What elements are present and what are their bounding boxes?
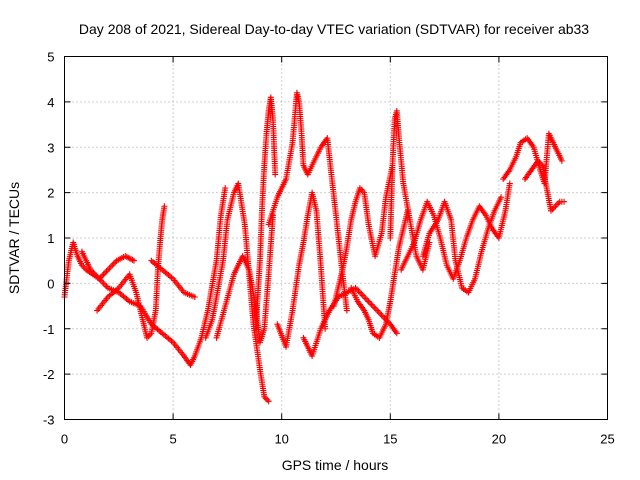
series-arc-12 bbox=[348, 207, 411, 341]
data-point bbox=[222, 185, 229, 192]
data-point bbox=[129, 256, 136, 263]
y-tick-label: 2 bbox=[47, 186, 54, 201]
y-axis-label: SDTVAR / TECUs bbox=[6, 182, 22, 294]
data-point bbox=[555, 200, 562, 207]
data-point bbox=[107, 263, 114, 270]
series-arc-13 bbox=[387, 107, 433, 273]
y-tick-label: 3 bbox=[47, 140, 54, 155]
grid-lines bbox=[64, 56, 608, 420]
data-point bbox=[110, 260, 117, 267]
series-arc-17 bbox=[521, 157, 568, 214]
data-point bbox=[109, 262, 116, 269]
data-point bbox=[506, 180, 513, 187]
data-point bbox=[498, 194, 505, 201]
x-tick-label: 0 bbox=[61, 432, 68, 447]
y-tick-label: -2 bbox=[43, 367, 55, 382]
data-point bbox=[553, 201, 560, 208]
x-tick-label: 5 bbox=[169, 432, 176, 447]
data-point bbox=[104, 266, 111, 273]
series-arc-11 bbox=[330, 162, 396, 310]
data-point bbox=[100, 280, 107, 287]
data-point bbox=[161, 203, 168, 210]
y-tick-label: -3 bbox=[43, 413, 55, 428]
data-point bbox=[364, 297, 371, 304]
data-point bbox=[367, 300, 374, 307]
x-tick-label: 25 bbox=[600, 432, 614, 447]
data-point bbox=[550, 204, 557, 211]
data-point bbox=[393, 330, 400, 337]
chart-title: Day 208 of 2021, Sidereal Day-to-day VTE… bbox=[79, 21, 589, 37]
series-arc-3 bbox=[78, 185, 229, 369]
data-point bbox=[374, 307, 381, 314]
y-tick-label: 0 bbox=[47, 276, 54, 291]
data-point bbox=[558, 157, 565, 164]
data-point bbox=[358, 290, 365, 297]
y-tick-label: 5 bbox=[47, 50, 54, 65]
data-point bbox=[99, 278, 106, 285]
data-point bbox=[191, 293, 198, 300]
data-point bbox=[102, 281, 109, 288]
series-arc-15 bbox=[419, 194, 505, 296]
x-axis-label: GPS time / hours bbox=[282, 457, 389, 473]
data-point bbox=[100, 271, 107, 278]
y-tick-label: 4 bbox=[47, 95, 54, 110]
data-point bbox=[343, 307, 350, 314]
data-point bbox=[361, 293, 368, 300]
data-point bbox=[106, 265, 113, 272]
data-point bbox=[375, 309, 382, 316]
data-point bbox=[378, 312, 385, 319]
series-arc-16 bbox=[500, 130, 565, 187]
data-point bbox=[356, 289, 363, 296]
series-arc-4 bbox=[148, 257, 198, 300]
data-point bbox=[359, 292, 366, 299]
series-arc-9 bbox=[274, 189, 329, 350]
series-arc-1 bbox=[61, 239, 138, 300]
series-arc-14 bbox=[398, 180, 513, 282]
x-tick-label: 10 bbox=[274, 432, 288, 447]
series-arc-7 bbox=[252, 94, 279, 332]
data-point bbox=[103, 268, 110, 275]
data-point bbox=[371, 304, 378, 311]
data-point bbox=[362, 295, 369, 302]
y-tick-label: -1 bbox=[43, 322, 55, 337]
axis-ticks bbox=[64, 56, 608, 420]
data-point bbox=[380, 313, 387, 320]
data-point bbox=[561, 198, 568, 205]
x-tick-label: 20 bbox=[492, 432, 506, 447]
x-tick-label: 15 bbox=[383, 432, 397, 447]
data-point bbox=[272, 171, 279, 178]
y-tick-label: 1 bbox=[47, 231, 54, 246]
data-point bbox=[264, 396, 271, 403]
data-point bbox=[102, 269, 109, 276]
data-point bbox=[365, 298, 372, 305]
data-point bbox=[265, 398, 272, 405]
x-tick-labels: 0 5 10 15 20 25 bbox=[61, 432, 615, 447]
plot-frame bbox=[64, 56, 608, 420]
data-points bbox=[61, 89, 568, 405]
series-arc-6 bbox=[213, 212, 277, 346]
data-point bbox=[368, 301, 375, 308]
data-point bbox=[369, 303, 376, 310]
y-tick-labels: -3 -2 -1 0 1 2 3 4 5 bbox=[43, 50, 55, 428]
data-point bbox=[377, 310, 384, 317]
data-point bbox=[131, 257, 138, 264]
data-point bbox=[372, 306, 379, 313]
